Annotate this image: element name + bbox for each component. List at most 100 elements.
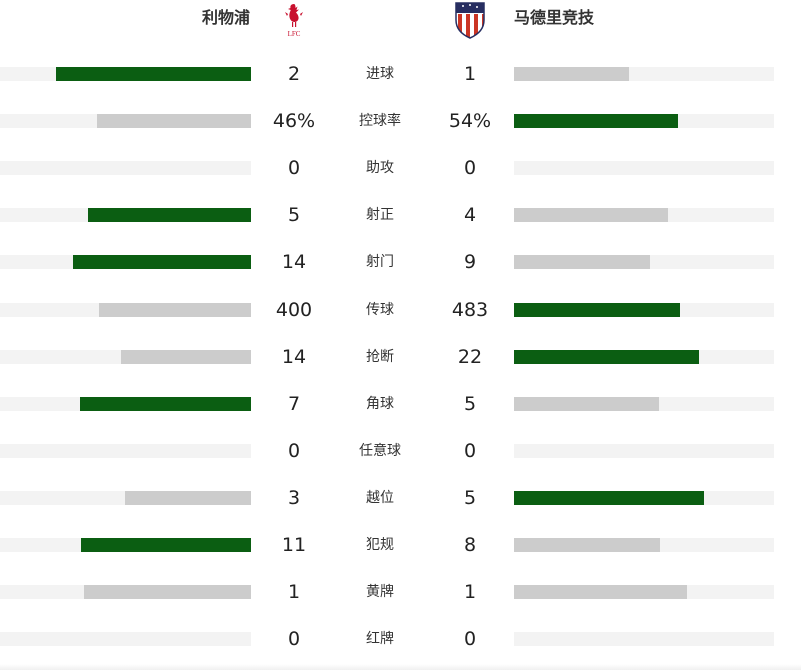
home-stat-bar [88,208,251,223]
away-stat-bar-track [514,161,774,176]
stat-row: 14 抢断 22 [0,337,801,377]
away-stat-bar-track [514,443,774,458]
away-stat-bar-track [514,114,774,129]
home-stat-bar-track [0,349,251,364]
stat-label: 越位 [366,489,394,506]
stat-row: 2 进球 1 [0,54,801,94]
stat-label: 红牌 [366,631,394,648]
home-stat-value: 14 [281,251,307,274]
stat-label: 射正 [366,207,394,224]
bottom-divider [0,664,801,670]
home-team-name: 利物浦 [201,8,250,27]
home-stat-bar-track [0,302,251,317]
away-stat-value: 9 [463,251,477,274]
away-stat-value: 5 [463,486,477,509]
liverbird-crest-icon: LFC [285,4,303,38]
home-stat-bar [80,396,251,411]
away-stat-bar [514,490,704,505]
home-stat-bar-track [0,114,251,129]
home-stat-value: 3 [287,486,301,509]
stat-row: 0 助攻 0 [0,148,801,188]
home-stat-bar-track [0,632,251,647]
away-stat-bar [514,585,687,600]
home-stat-bar-track [0,490,251,505]
home-stat-bar [97,114,251,129]
stat-row: 46% 控球率 54% [0,101,801,141]
away-stat-value: 4 [463,204,477,227]
away-stat-bar [514,255,650,270]
away-stat-bar [514,114,678,129]
away-stat-bar-track [514,255,774,270]
stat-label: 进球 [366,66,394,82]
away-stat-bar [514,396,659,411]
home-stat-bar-track [0,161,251,176]
home-stat-bar [125,490,251,505]
home-stat-bar [73,255,251,270]
away-stat-value: 483 [451,298,489,321]
away-stat-value: 1 [463,581,477,604]
stat-label: 犯规 [366,537,394,553]
home-logo-text: LFC [288,30,301,38]
stat-row: 1 黄牌 1 [0,572,801,612]
away-stat-value: 8 [463,534,477,556]
away-stat-value: 22 [457,345,483,368]
stat-label: 控球率 [359,113,401,130]
away-stat-value: 0 [463,157,477,180]
home-stat-value: 1 [287,581,301,604]
stat-label: 传球 [366,301,394,318]
away-stat-bar-track [514,490,774,505]
away-stat-bar [514,67,629,81]
stat-row: 400 传球 483 [0,290,801,330]
home-stat-bar [84,585,251,600]
away-stat-value: 0 [463,628,477,651]
stat-row: 7 角球 5 [0,384,801,424]
home-stat-value: 400 [275,298,313,321]
away-stat-bar-track [514,632,774,647]
home-stat-value: 2 [287,63,301,85]
stat-label: 射门 [366,254,394,271]
away-stat-bar-track [514,302,774,317]
home-stat-bar-track [0,208,251,223]
home-stat-value: 7 [287,392,301,415]
away-stat-bar-track [514,67,774,81]
away-stat-value: 5 [463,392,477,415]
atletico-madrid-crest-icon [455,2,485,39]
away-stat-value: 0 [463,439,477,462]
away-stat-value: 54% [448,110,492,133]
home-stat-bar [81,538,251,552]
stat-row: 11 犯规 8 [0,525,801,565]
home-stat-bar-track [0,538,251,552]
home-stat-bar-track [0,443,251,458]
stat-row: 5 射正 4 [0,195,801,235]
stat-label: 角球 [366,395,394,412]
home-stat-bar [121,349,251,364]
away-stat-bar-track [514,585,774,600]
home-stat-value: 46% [272,110,316,133]
stat-row: 3 越位 5 [0,478,801,518]
home-stat-bar-track [0,585,251,600]
stat-row: 0 红牌 0 [0,619,801,659]
home-stat-value: 0 [287,628,301,651]
stat-row: 14 射门 9 [0,242,801,282]
away-team-name: 马德里竞技 [514,8,595,27]
home-stat-value: 11 [281,534,307,556]
home-stat-bar-track [0,255,251,270]
home-stat-bar-track [0,67,251,81]
home-stat-bar-track [0,396,251,411]
away-stat-bar [514,349,699,364]
home-stat-bar [56,67,251,81]
away-stat-value: 1 [463,63,477,85]
away-stat-bar [514,302,680,317]
stat-label: 任意球 [359,442,401,459]
stat-label: 黄牌 [366,584,394,601]
away-stat-bar-track [514,349,774,364]
home-stat-value: 0 [287,439,301,462]
home-stat-value: 0 [287,157,301,180]
away-stat-bar-track [514,396,774,411]
away-stat-bar [514,538,660,552]
home-stat-value: 5 [287,204,301,227]
stat-label: 助攻 [366,160,394,177]
stat-label: 抢断 [366,348,394,365]
home-stat-value: 14 [281,345,307,368]
home-stat-bar [99,302,251,317]
